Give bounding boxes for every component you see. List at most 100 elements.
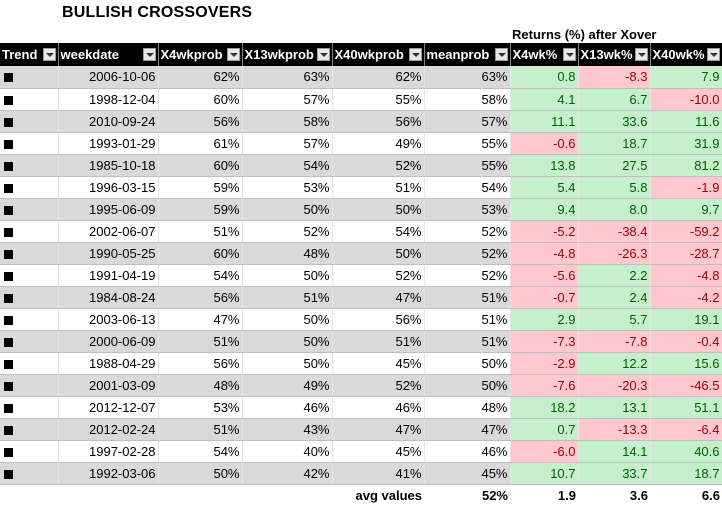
weekdate-cell[interactable]: 2010-09-24 xyxy=(58,110,159,133)
col-header-weekdate[interactable]: weekdate xyxy=(58,43,159,66)
trend-cell[interactable] xyxy=(0,88,59,111)
x4wkprob-cell[interactable]: 59% xyxy=(158,198,243,221)
x4wkprob-cell[interactable]: 56% xyxy=(158,352,243,375)
x4wkprob-cell[interactable]: 56% xyxy=(158,286,243,309)
x13wkprob-cell[interactable]: 53% xyxy=(242,176,333,199)
trend-cell[interactable] xyxy=(0,220,59,243)
filter-dropdown-icon[interactable] xyxy=(226,48,240,61)
meanprob-cell[interactable]: 46% xyxy=(424,440,511,463)
x40wkprob-cell[interactable]: 56% xyxy=(332,308,425,331)
x4wkprob-cell[interactable]: 54% xyxy=(158,264,243,287)
x13wkprob-cell[interactable]: 50% xyxy=(242,308,333,331)
x4wkprob-cell[interactable]: 60% xyxy=(158,242,243,265)
x13wk-cell[interactable]: 2.2 xyxy=(578,264,651,287)
x4wk-cell[interactable]: -4.8 xyxy=(510,242,579,265)
meanprob-cell[interactable]: 50% xyxy=(424,374,511,397)
x13wkprob-cell[interactable]: 63% xyxy=(242,66,333,89)
filter-dropdown-icon[interactable] xyxy=(706,48,720,61)
x40wkprob-cell[interactable]: 52% xyxy=(332,154,425,177)
x40wk-cell[interactable]: 18.7 xyxy=(650,462,722,485)
x40wkprob-cell[interactable]: 50% xyxy=(332,242,425,265)
weekdate-cell[interactable]: 1998-12-04 xyxy=(58,88,159,111)
x13wkprob-cell[interactable]: 57% xyxy=(242,132,333,155)
trend-cell[interactable] xyxy=(0,308,59,331)
x13wk-cell[interactable]: 27.5 xyxy=(578,154,651,177)
x40wkprob-cell[interactable]: 51% xyxy=(332,176,425,199)
weekdate-cell[interactable]: 2012-02-24 xyxy=(58,418,159,441)
x13wkprob-cell[interactable]: 48% xyxy=(242,242,333,265)
x4wk-cell[interactable]: 2.9 xyxy=(510,308,579,331)
weekdate-cell[interactable]: 1990-05-25 xyxy=(58,242,159,265)
weekdate-cell[interactable]: 1997-02-28 xyxy=(58,440,159,463)
weekdate-cell[interactable]: 2000-06-09 xyxy=(58,330,159,353)
x40wk-cell[interactable]: -46.5 xyxy=(650,374,722,397)
x40wkprob-cell[interactable]: 52% xyxy=(332,374,425,397)
x4wk-cell[interactable]: -0.7 xyxy=(510,286,579,309)
trend-cell[interactable] xyxy=(0,286,59,309)
x40wkprob-cell[interactable]: 47% xyxy=(332,418,425,441)
x40wk-cell[interactable]: -4.2 xyxy=(650,286,722,309)
filter-dropdown-icon[interactable] xyxy=(408,48,422,61)
weekdate-cell[interactable]: 2006-10-06 xyxy=(58,66,159,89)
x4wkprob-cell[interactable]: 50% xyxy=(158,462,243,485)
meanprob-cell[interactable]: 50% xyxy=(424,352,511,375)
x13wkprob-cell[interactable]: 42% xyxy=(242,462,333,485)
meanprob-cell[interactable]: 48% xyxy=(424,396,511,419)
trend-cell[interactable] xyxy=(0,462,59,485)
x13wkprob-cell[interactable]: 50% xyxy=(242,198,333,221)
x4wk-cell[interactable]: 18.2 xyxy=(510,396,579,419)
x40wk-cell[interactable]: 81.2 xyxy=(650,154,722,177)
trend-cell[interactable] xyxy=(0,440,59,463)
meanprob-cell[interactable]: 63% xyxy=(424,66,511,89)
x13wk-cell[interactable]: 33.6 xyxy=(578,110,651,133)
meanprob-cell[interactable]: 52% xyxy=(424,242,511,265)
x13wk-cell[interactable]: -7.8 xyxy=(578,330,651,353)
x13wk-cell[interactable]: 5.7 xyxy=(578,308,651,331)
x40wk-cell[interactable]: -1.9 xyxy=(650,176,722,199)
x40wkprob-cell[interactable]: 45% xyxy=(332,440,425,463)
x4wk-cell[interactable]: -0.6 xyxy=(510,132,579,155)
weekdate-cell[interactable]: 1991-04-19 xyxy=(58,264,159,287)
col-header-meanprob[interactable]: meanprob xyxy=(424,43,511,66)
x13wk-cell[interactable]: -38.4 xyxy=(578,220,651,243)
x13wk-cell[interactable]: -8.3 xyxy=(578,66,651,89)
x13wk-cell[interactable]: 6.7 xyxy=(578,88,651,111)
x40wkprob-cell[interactable]: 56% xyxy=(332,110,425,133)
x4wk-cell[interactable]: -7.3 xyxy=(510,330,579,353)
meanprob-cell[interactable]: 51% xyxy=(424,308,511,331)
meanprob-cell[interactable]: 52% xyxy=(424,264,511,287)
weekdate-cell[interactable]: 1988-04-29 xyxy=(58,352,159,375)
col-header-trend[interactable]: Trend xyxy=(0,43,59,66)
x40wk-cell[interactable]: 40.6 xyxy=(650,440,722,463)
x13wk-cell[interactable]: 5.8 xyxy=(578,176,651,199)
meanprob-cell[interactable]: 52% xyxy=(424,220,511,243)
x4wkprob-cell[interactable]: 47% xyxy=(158,308,243,331)
x4wk-cell[interactable]: 11.1 xyxy=(510,110,579,133)
x13wkprob-cell[interactable]: 51% xyxy=(242,286,333,309)
x40wkprob-cell[interactable]: 47% xyxy=(332,286,425,309)
x13wk-cell[interactable]: 14.1 xyxy=(578,440,651,463)
x40wk-cell[interactable]: -4.8 xyxy=(650,264,722,287)
trend-cell[interactable] xyxy=(0,66,59,89)
trend-cell[interactable] xyxy=(0,242,59,265)
meanprob-cell[interactable]: 55% xyxy=(424,132,511,155)
x40wkprob-cell[interactable]: 46% xyxy=(332,396,425,419)
x4wkprob-cell[interactable]: 62% xyxy=(158,66,243,89)
trend-cell[interactable] xyxy=(0,176,59,199)
x4wkprob-cell[interactable]: 51% xyxy=(158,330,243,353)
x13wk-cell[interactable]: -26.3 xyxy=(578,242,651,265)
x13wkprob-cell[interactable]: 50% xyxy=(242,330,333,353)
x40wk-cell[interactable]: -10.0 xyxy=(650,88,722,111)
x13wkprob-cell[interactable]: 54% xyxy=(242,154,333,177)
x13wk-cell[interactable]: -13.3 xyxy=(578,418,651,441)
x13wkprob-cell[interactable]: 43% xyxy=(242,418,333,441)
filter-dropdown-icon[interactable] xyxy=(494,48,508,61)
x40wkprob-cell[interactable]: 52% xyxy=(332,264,425,287)
meanprob-cell[interactable]: 58% xyxy=(424,88,511,111)
trend-cell[interactable] xyxy=(0,110,59,133)
x40wkprob-cell[interactable]: 45% xyxy=(332,352,425,375)
col-header-x13wkprob[interactable]: X13wkprob xyxy=(242,43,333,66)
x40wk-cell[interactable]: -28.7 xyxy=(650,242,722,265)
trend-cell[interactable] xyxy=(0,374,59,397)
x40wkprob-cell[interactable]: 41% xyxy=(332,462,425,485)
